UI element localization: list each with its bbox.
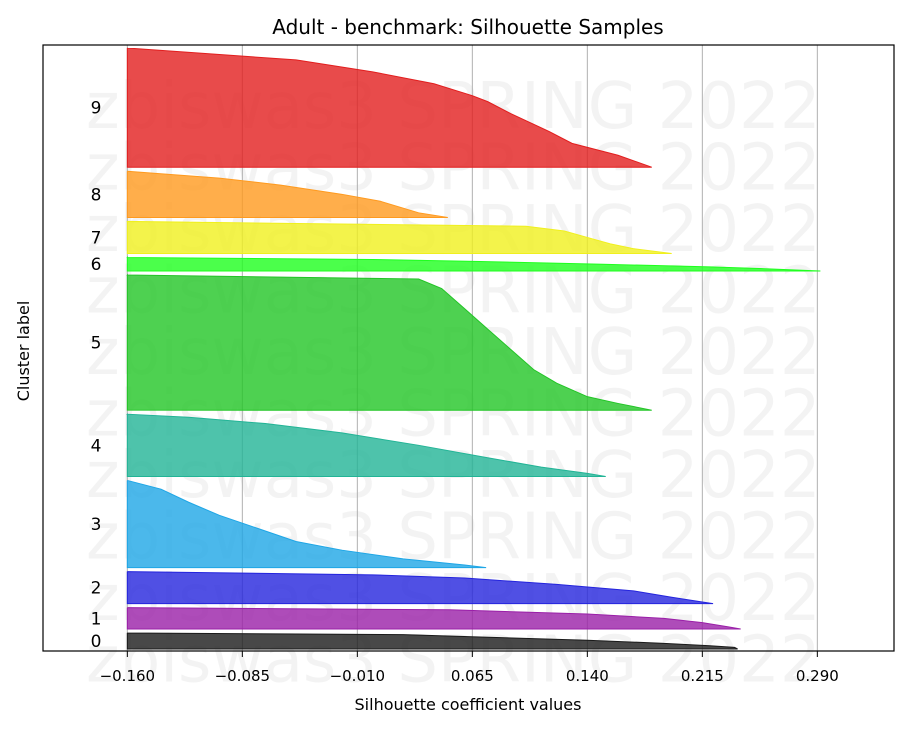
x-tick-label: −0.160: [100, 667, 156, 685]
band-cluster-0: [126, 632, 738, 650]
chart-title: Adult - benchmark: Silhouette Samples: [272, 15, 663, 39]
x-tick-label: −0.010: [330, 667, 386, 685]
band-cluster-1: [125, 607, 741, 630]
band-cluster-6: [126, 255, 821, 272]
x-axis-label: Silhouette coefficient values: [355, 695, 582, 714]
cluster-label-5: 5: [91, 334, 102, 354]
band-cluster-4: [126, 412, 606, 477]
cluster-label-6: 6: [91, 255, 102, 275]
band-cluster-7: [126, 220, 672, 254]
x-tick-label: 0.140: [566, 667, 609, 685]
band-cluster-2: [126, 571, 714, 605]
y-axis-label: Cluster label: [14, 301, 33, 402]
cluster-label-0: 0: [91, 632, 102, 652]
x-tick-label: −0.085: [215, 667, 271, 685]
plot-frame: [42, 44, 895, 652]
cluster-label-9: 9: [91, 99, 102, 119]
x-ticks: −0.160 −0.085 −0.010 0.065 0.140 0.215 0.290: [100, 651, 839, 685]
cluster-labels: 0 1 2 3 4 5 6 7 8 9: [91, 99, 102, 652]
band-cluster-3: [126, 479, 487, 569]
x-tick-label: 0.290: [796, 667, 839, 685]
band-cluster-5: [126, 273, 652, 411]
silhouette-bands: [125, 47, 821, 650]
cluster-label-2: 2: [91, 579, 102, 599]
cluster-label-4: 4: [91, 436, 102, 456]
cluster-label-1: 1: [91, 609, 102, 629]
cluster-label-7: 7: [91, 228, 102, 248]
x-tick-label: 0.215: [681, 667, 724, 685]
band-cluster-8: [126, 170, 448, 218]
cluster-label-3: 3: [91, 515, 102, 535]
cluster-label-8: 8: [91, 185, 102, 205]
band-cluster-9: [126, 47, 652, 168]
x-tick-label: 0.065: [451, 667, 494, 685]
